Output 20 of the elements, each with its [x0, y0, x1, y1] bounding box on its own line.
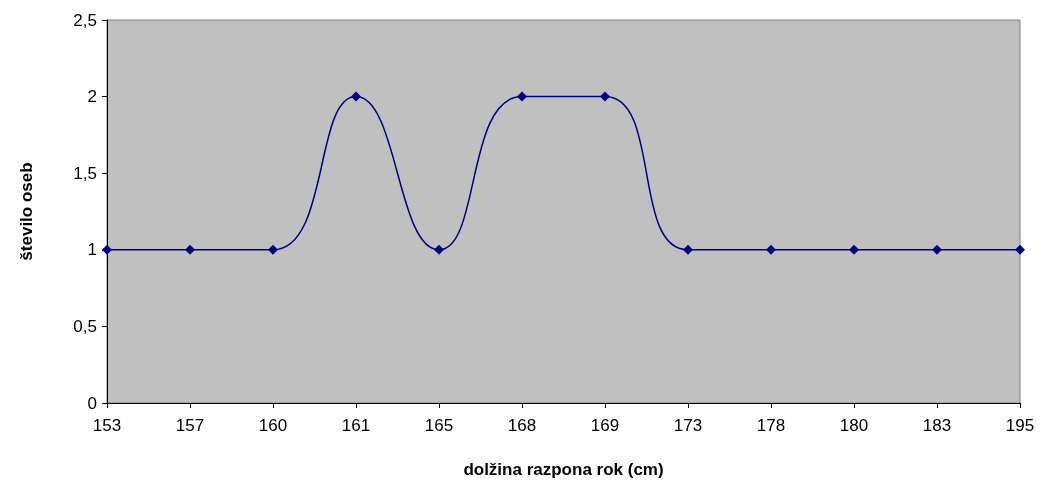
y-tick-label: 1 — [87, 240, 97, 260]
x-axis-title: dolžina razpona rok (cm) — [463, 460, 664, 479]
y-tick-label: 0,5 — [73, 316, 97, 336]
x-tick-label: 165 — [424, 416, 454, 435]
x-tick-label: 169 — [590, 416, 620, 435]
x-tick-label: 178 — [756, 416, 786, 435]
x-tick-label: 195 — [1005, 416, 1035, 435]
x-tick-label: 160 — [258, 416, 288, 435]
x-tick-label: 157 — [175, 416, 205, 435]
x-tick-label: 168 — [507, 416, 537, 435]
x-tick-label: 173 — [673, 416, 703, 435]
y-tick-label: 0 — [87, 393, 97, 413]
y-axis-title: število oseb — [17, 162, 36, 261]
x-tick-label: 183 — [922, 416, 952, 435]
y-tick-label: 2,5 — [73, 10, 97, 30]
y-tick-label: 2 — [87, 87, 97, 107]
x-tick-label: 161 — [341, 416, 371, 435]
y-tick-label: 1,5 — [73, 163, 97, 183]
x-tick-label: 180 — [839, 416, 869, 435]
x-tick-label: 153 — [92, 416, 122, 435]
